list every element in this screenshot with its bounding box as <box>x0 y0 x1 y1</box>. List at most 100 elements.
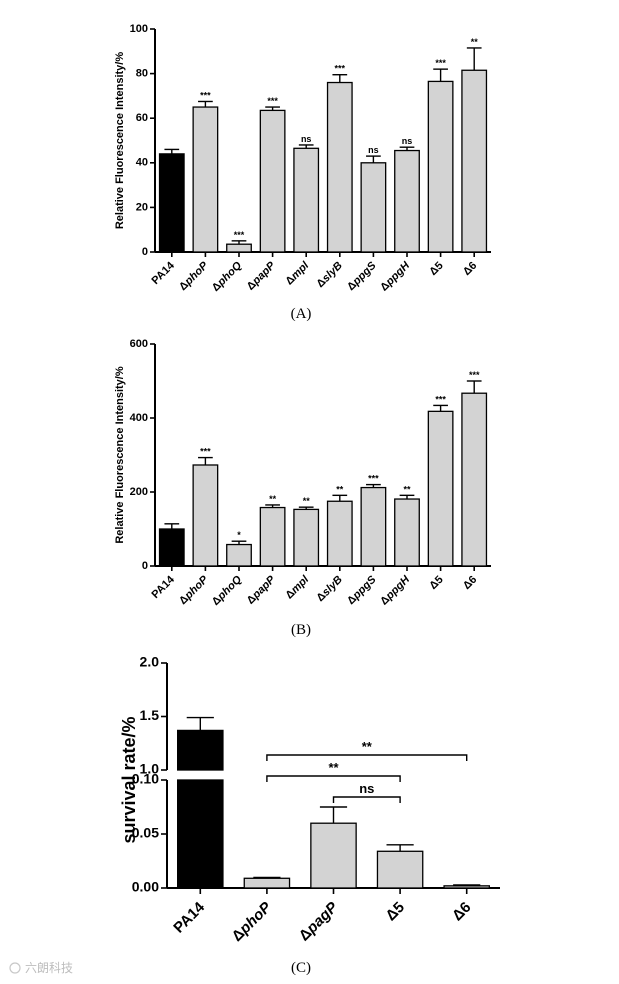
category-label: ΔppgS <box>345 259 379 293</box>
panel-b-chart: Relative Fluorescence Intensity/% 0 200 400… <box>114 338 491 608</box>
bar <box>259 506 286 567</box>
category-label: PA14 <box>150 259 178 287</box>
category-label-name: phoP <box>182 259 211 288</box>
bar <box>243 877 291 889</box>
category-label: ΔphoP <box>177 573 211 607</box>
category-label-name: PA14 <box>150 259 178 287</box>
category-label: ΔppgS <box>345 573 379 607</box>
category-label: ΔphoQ <box>210 573 245 608</box>
category-label: ΔppgH <box>378 259 413 294</box>
significance-label: *** <box>234 230 245 240</box>
y-tick-label: 0 <box>142 560 148 572</box>
significance-label: * <box>237 530 241 540</box>
y-tick-label: 400 <box>130 412 148 424</box>
bar <box>360 486 387 567</box>
y-tick-label: 60 <box>136 112 148 124</box>
category-label-name: phoQ <box>215 259 245 289</box>
y-tick-label: 1.0 <box>140 761 160 777</box>
category-label-name: papP <box>250 259 279 288</box>
category-label: Δmpl <box>283 259 312 288</box>
significance-label: *** <box>435 58 446 68</box>
y-tick-label: 20 <box>136 201 148 213</box>
watermark-logo-icon <box>9 962 21 974</box>
category-label-name: PA14 <box>150 573 178 601</box>
bar <box>158 153 185 253</box>
category-label: Δ5 <box>427 574 445 592</box>
category-label: ΔphoQ <box>210 259 245 294</box>
bar <box>461 392 488 567</box>
category-label-name: PA14 <box>170 898 208 936</box>
bar <box>158 528 185 567</box>
bar <box>192 106 219 253</box>
category-label: ΔphoP <box>229 898 276 945</box>
category-label: Δ5 <box>427 260 445 278</box>
y-axis-label: Relative Fluorescence Intensity/% <box>114 366 126 544</box>
category-label: ΔslyB <box>314 260 345 291</box>
bar <box>360 162 387 253</box>
panel-b-caption: (B) <box>291 622 311 638</box>
y-tick-label: 0.00 <box>132 879 159 895</box>
category-label: ΔpapP <box>245 573 279 607</box>
y-tick-label: 2.0 <box>140 654 160 670</box>
bar <box>427 410 454 567</box>
category-label: PA14 <box>170 898 208 936</box>
panel-c-chart: survival rate/% 1.0 1.5 2.0 0.00 0.05 0.10 PA14… <box>119 654 500 945</box>
significance-label: ** <box>403 484 411 494</box>
significance-label: *** <box>200 90 211 100</box>
category-label-name: phoP <box>182 573 211 602</box>
comparison-label: ** <box>362 739 373 754</box>
bar-upper-segment <box>177 729 224 771</box>
y-tick-label: 80 <box>136 68 148 80</box>
comparison-bracket <box>332 796 401 803</box>
bar <box>427 80 454 253</box>
category-label: ΔppgH <box>378 573 413 608</box>
comparison-label: ** <box>328 760 339 775</box>
y-axis-label: survival rate/% <box>119 716 139 843</box>
bar <box>326 81 353 253</box>
significance-label: *** <box>335 64 346 74</box>
bar <box>326 500 353 567</box>
bar <box>443 885 490 889</box>
bar <box>394 498 420 567</box>
category-label: ΔphoP <box>177 259 211 293</box>
category-label: Δ6 <box>461 574 479 592</box>
y-tick-label: 0.10 <box>132 771 159 787</box>
category-label: ΔslyB <box>314 574 345 605</box>
category-label-name: ppgH <box>383 259 413 289</box>
significance-label: ** <box>269 494 277 504</box>
y-axis-label: Relative Fluorescence Intensity/% <box>114 52 126 230</box>
category-label: ΔpagP <box>296 898 342 944</box>
y-tick-label: 200 <box>130 486 148 498</box>
bar <box>259 109 286 253</box>
y-tick-label: 0 <box>142 246 148 258</box>
significance-label: *** <box>469 370 480 380</box>
category-label-name: ppgS <box>350 573 379 602</box>
comparison-label: ns <box>359 781 374 796</box>
panel-c-caption: (C) <box>291 960 311 976</box>
significance-label: *** <box>267 96 278 106</box>
bar <box>394 149 420 253</box>
bar-lower-segment <box>177 779 224 889</box>
category-label-name: phoQ <box>215 573 245 603</box>
category-label-name: ppgH <box>383 573 413 603</box>
bar <box>226 243 252 253</box>
bar <box>293 508 320 567</box>
significance-label: ** <box>336 484 344 494</box>
significance-label: *** <box>435 394 446 404</box>
bar <box>226 543 252 567</box>
bar <box>310 822 357 889</box>
watermark-text: 六朗科技 <box>25 961 73 975</box>
category-label: Δ5 <box>382 899 408 925</box>
category-label: Δ6 <box>449 899 475 925</box>
y-tick-label: 40 <box>136 157 148 169</box>
category-label-name: ppgS <box>350 259 379 288</box>
category-label: Δ6 <box>461 260 479 278</box>
significance-label: ns <box>402 136 413 146</box>
significance-label: ns <box>301 134 312 144</box>
watermark: 六朗科技 <box>9 961 73 975</box>
significance-label: ns <box>368 145 379 155</box>
comparison-bracket <box>266 775 401 782</box>
bar <box>376 850 424 889</box>
significance-label: ** <box>303 496 311 506</box>
category-label: ΔpapP <box>245 259 279 293</box>
